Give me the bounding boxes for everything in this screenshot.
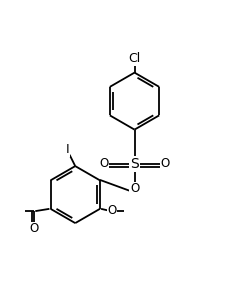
- Text: Cl: Cl: [128, 52, 140, 65]
- Text: S: S: [130, 157, 138, 171]
- Text: O: O: [29, 222, 39, 235]
- Text: I: I: [66, 143, 69, 156]
- Text: O: O: [160, 157, 169, 170]
- Text: O: O: [99, 157, 108, 170]
- Text: O: O: [129, 182, 138, 195]
- Text: O: O: [107, 204, 116, 217]
